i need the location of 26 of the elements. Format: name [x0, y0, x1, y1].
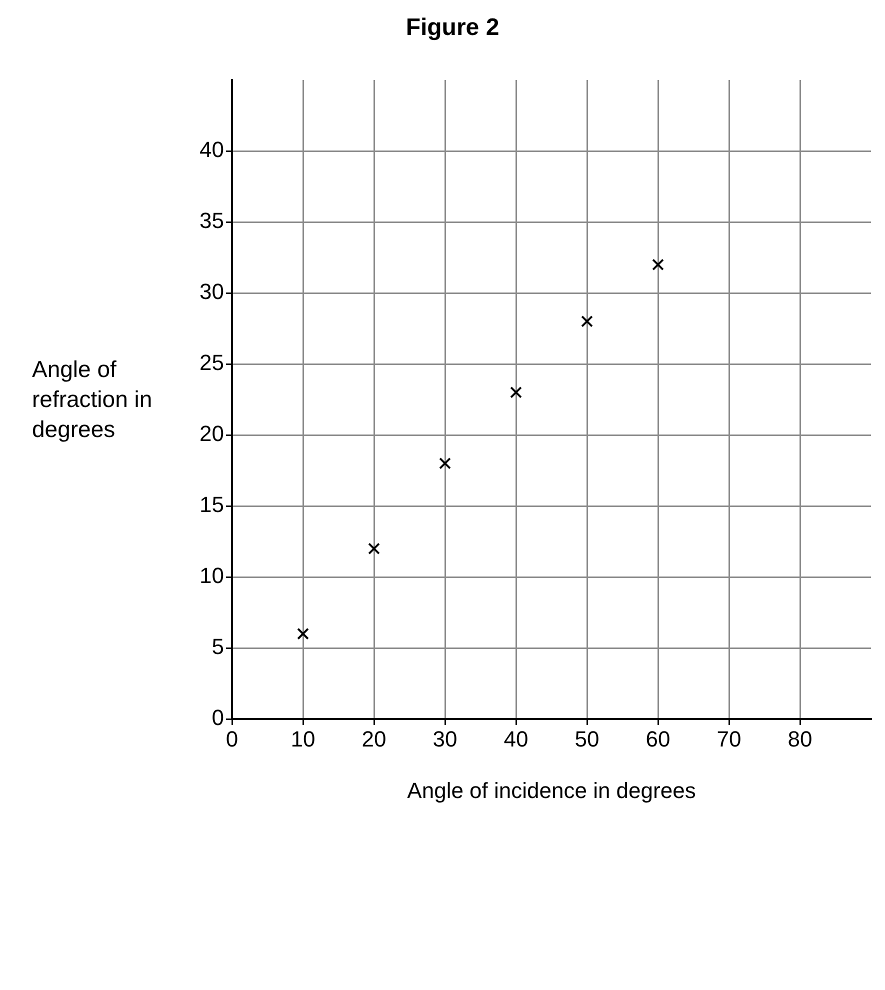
x-tick-label: 10	[290, 726, 316, 752]
y-tick-label: 30	[200, 279, 224, 304]
y-tick-label: 35	[200, 208, 224, 234]
y-tick-label: 15	[200, 492, 224, 518]
y-axis-title: Angle of refraction in degrees	[32, 355, 154, 444]
x-axis-title: Angle of incidence in degrees	[407, 778, 696, 803]
point	[439, 457, 451, 470]
x-tick-label: 70	[716, 726, 742, 752]
point	[510, 386, 522, 398]
y-tick-label: 5	[212, 634, 224, 660]
x-tick-label: 50	[574, 726, 600, 752]
point	[652, 258, 664, 271]
y-tick-label: 20	[200, 421, 224, 446]
y-tick-label: 25	[200, 350, 224, 376]
x-tick-label: 60	[646, 726, 670, 752]
x-tick-label: 30	[432, 726, 458, 752]
x-tick-label: 40	[504, 726, 528, 752]
y-tick-label: 40	[200, 137, 224, 162]
y-tick-label: 0	[212, 705, 224, 730]
point	[297, 628, 309, 640]
chart-title: Figure 2	[404, 14, 500, 42]
point	[368, 542, 380, 555]
x-tick-label: 80	[788, 726, 812, 752]
x-tick-label: 20	[362, 726, 386, 752]
y-tick-label: 10	[200, 563, 224, 588]
point	[581, 315, 593, 328]
